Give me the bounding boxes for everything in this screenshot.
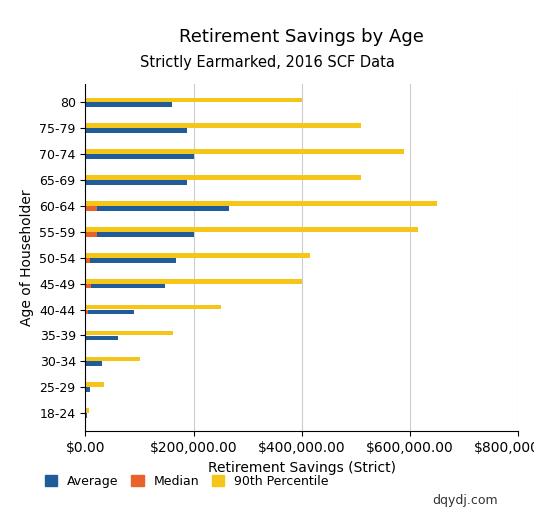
Title: Retirement Savings by Age: Retirement Savings by Age (179, 28, 424, 46)
Bar (85, 149, 404, 154)
Bar (85, 279, 302, 284)
Bar (85, 357, 139, 361)
Bar (85, 305, 221, 309)
Bar (85, 382, 104, 387)
Bar (85, 284, 166, 288)
Bar (85, 201, 437, 206)
Bar (85, 206, 229, 211)
Bar (85, 124, 361, 128)
Bar (85, 253, 310, 258)
Bar (85, 388, 90, 392)
Text: Strictly Earmarked, 2016 SCF Data: Strictly Earmarked, 2016 SCF Data (139, 55, 395, 70)
Bar (85, 258, 90, 262)
Bar (85, 258, 176, 262)
Bar (85, 128, 186, 133)
Bar (85, 97, 302, 102)
Bar (85, 284, 91, 288)
Bar (85, 232, 97, 237)
Bar (85, 175, 361, 180)
Bar (85, 310, 88, 315)
Text: dqydj.com: dqydj.com (432, 494, 497, 507)
Bar (85, 336, 118, 340)
Bar (85, 413, 87, 418)
Bar (85, 154, 194, 159)
X-axis label: Retirement Savings (Strict): Retirement Savings (Strict) (208, 461, 396, 474)
Bar (85, 408, 89, 413)
Legend: Average, Median, 90th Percentile: Average, Median, 90th Percentile (40, 470, 334, 493)
Bar (85, 331, 173, 336)
Y-axis label: Age of Householder: Age of Householder (20, 189, 34, 326)
Bar (85, 180, 186, 185)
Bar (85, 232, 194, 237)
Bar (85, 103, 172, 107)
Bar (85, 206, 97, 211)
Bar (85, 310, 134, 315)
Bar (85, 227, 418, 231)
Bar (85, 361, 102, 366)
